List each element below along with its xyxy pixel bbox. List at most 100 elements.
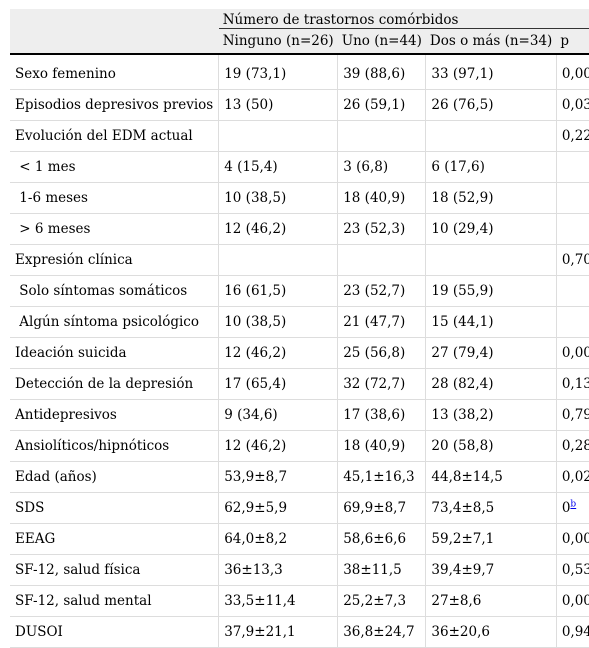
p-value-text: 0,008	[561, 531, 589, 547]
table-row: Algún síntoma psicológico 10 (38,5) 21 (47…	[10, 306, 589, 338]
header-group-row: Número de trastornos comórbidos	[10, 9, 589, 29]
cell-dos-o-mas: 13 (38,2)	[425, 399, 557, 431]
cell-p-value: 0,007a	[556, 337, 589, 369]
cell-dos-o-mas: 19 (55,9)	[425, 275, 557, 307]
cell-dos-o-mas	[425, 244, 557, 276]
cell-ninguno: 53,9±8,7	[218, 461, 339, 493]
cell-p-value: 0,79a	[556, 399, 589, 431]
cell-ninguno	[218, 120, 339, 152]
cell-dos-o-mas: 18 (52,9)	[425, 182, 557, 214]
cell-uno: 45,1±16,3	[337, 461, 427, 493]
row-label: > 6 meses	[10, 213, 220, 245]
cell-uno: 25 (56,8)	[337, 337, 427, 369]
row-label: Solo síntomas somáticos	[10, 275, 220, 307]
p-value-text: 0,283	[561, 438, 589, 454]
cell-dos-o-mas: 27±8,6	[425, 585, 557, 617]
cell-ninguno: 10 (38,5)	[218, 182, 339, 214]
cell-ninguno: 33,5±11,4	[218, 585, 339, 617]
header-col-dos-o-mas: Dos o más (n=34)	[425, 28, 557, 55]
p-value-text: 0,948	[561, 624, 589, 640]
cell-dos-o-mas: 36±20,6	[425, 616, 557, 648]
row-label: Algún síntoma psicológico	[10, 306, 220, 338]
table-row: SDS 62,9±5,9 69,9±8,7 73,4±8,5 0b	[10, 492, 589, 524]
cell-ninguno	[218, 244, 339, 276]
header-col-ninguno: Ninguno (n=26)	[218, 28, 338, 55]
header-col-p: p	[556, 28, 589, 55]
cell-p-value: 0,537b	[556, 554, 589, 586]
footnote-link[interactable]: b	[570, 499, 577, 510]
cell-ninguno: 4 (15,4)	[218, 151, 339, 183]
p-value-text: 0,135	[561, 376, 589, 392]
cell-uno: 21 (47,7)	[337, 306, 427, 338]
cell-uno: 23 (52,3)	[337, 213, 427, 245]
p-value-text: 0,006	[561, 66, 589, 82]
row-label: 1-6 meses	[10, 182, 220, 214]
cell-p-value: 0,033a	[556, 89, 589, 121]
cell-ninguno: 12 (46,2)	[218, 213, 339, 245]
cell-dos-o-mas: 26 (76,5)	[425, 89, 557, 121]
row-label: SF-12, salud física	[10, 554, 220, 586]
table-row: Detección de la depresión 17 (65,4) 32 (72…	[10, 368, 589, 400]
cell-uno: 25,2±7,3	[337, 585, 427, 617]
cell-p-value: 0,704a	[556, 244, 589, 276]
cell-p-value: 0,948b	[556, 616, 589, 648]
table-row: Sexo femenino 19 (73,1) 39 (88,6) 33 (97,1)…	[10, 54, 589, 90]
cell-uno: 17 (38,6)	[337, 399, 427, 431]
cell-ninguno: 12 (46,2)	[218, 337, 339, 369]
header-columns-row: Ninguno (n=26) Uno (n=44) Dos o más (n=3…	[10, 28, 589, 55]
row-label: Ansiolíticos/hipnóticos	[10, 430, 220, 462]
cell-p-value: 0,283a	[556, 430, 589, 462]
comorbidity-table: Número de trastornos comórbidos Ninguno …	[10, 9, 589, 648]
table-row: Evolución del EDM actual 0,22a	[10, 120, 589, 152]
row-label: EEAG	[10, 523, 220, 555]
cell-uno: 18 (40,9)	[337, 430, 427, 462]
row-label: SF-12, salud mental	[10, 585, 220, 617]
cell-p-value	[556, 275, 589, 307]
cell-uno: 32 (72,7)	[337, 368, 427, 400]
cell-ninguno: 13 (50)	[218, 89, 339, 121]
row-label: DUSOI	[10, 616, 220, 648]
p-value-text: 0,537	[561, 562, 589, 578]
cell-dos-o-mas: 15 (44,1)	[425, 306, 557, 338]
table-row: > 6 meses 12 (46,2) 23 (52,3) 10 (29,4)	[10, 213, 589, 245]
cell-dos-o-mas: 73,4±8,5	[425, 492, 557, 524]
header-group-label: Número de trastornos comórbidos	[218, 9, 589, 29]
p-value-text: 0,033	[561, 97, 589, 113]
header-col-uno: Uno (n=44)	[337, 28, 426, 55]
cell-dos-o-mas: 10 (29,4)	[425, 213, 557, 245]
cell-dos-o-mas: 27 (79,4)	[425, 337, 557, 369]
cell-uno: 58,6±6,6	[337, 523, 427, 555]
row-label: Edad (años)	[10, 461, 220, 493]
header-col-label	[10, 28, 219, 55]
cell-uno: 39 (88,6)	[337, 54, 427, 90]
cell-ninguno: 9 (34,6)	[218, 399, 339, 431]
cell-uno: 18 (40,9)	[337, 182, 427, 214]
table-row: Ideación suicida 12 (46,2) 25 (56,8) 27 (79…	[10, 337, 589, 369]
cell-dos-o-mas: 28 (82,4)	[425, 368, 557, 400]
table-row: Edad (años) 53,9±8,7 45,1±16,3 44,8±14,5 0,0…	[10, 461, 589, 493]
p-value-text: 0	[561, 500, 571, 516]
cell-ninguno: 17 (65,4)	[218, 368, 339, 400]
cell-ninguno: 37,9±21,1	[218, 616, 339, 648]
cell-p-value: 0,135a	[556, 368, 589, 400]
table-row: Expresión clínica 0,704a	[10, 244, 589, 276]
row-label: Ideación suicida	[10, 337, 220, 369]
cell-p-value: 0,22a	[556, 120, 589, 152]
cell-ninguno: 36±13,3	[218, 554, 339, 586]
cell-dos-o-mas: 59,2±7,1	[425, 523, 557, 555]
table-row: Ansiolíticos/hipnóticos 12 (46,2) 18 (40,9…	[10, 430, 589, 462]
p-value-text: 0,79	[561, 407, 589, 423]
cell-ninguno: 64,0±8,2	[218, 523, 339, 555]
cell-p-value	[556, 306, 589, 338]
cell-uno: 69,9±8,7	[337, 492, 427, 524]
p-value-text: 0,024	[561, 469, 589, 485]
row-label: Evolución del EDM actual	[10, 120, 220, 152]
header-empty-cell	[10, 9, 219, 29]
row-label: < 1 mes	[10, 151, 220, 183]
cell-uno: 23 (52,7)	[337, 275, 427, 307]
cell-p-value	[556, 182, 589, 214]
row-label: Antidepresivos	[10, 399, 220, 431]
cell-dos-o-mas: 33 (97,1)	[425, 54, 557, 90]
